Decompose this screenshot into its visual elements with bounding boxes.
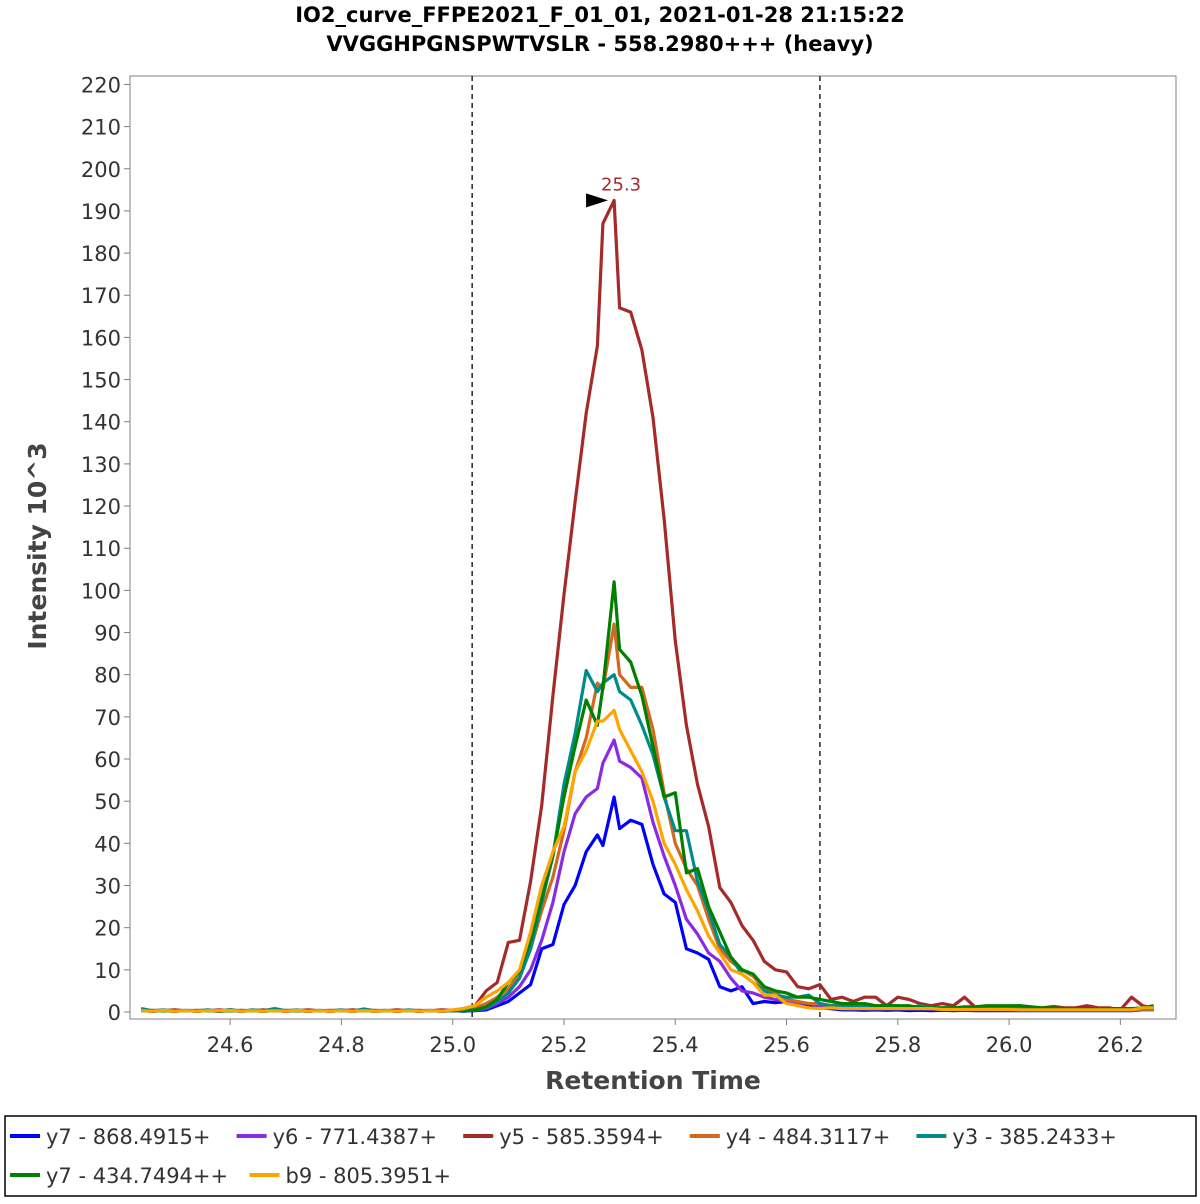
legend-label: y7 - 868.4915+ — [46, 1125, 211, 1149]
y-tick-label: 40 — [94, 832, 121, 856]
legend-label: b9 - 805.3951+ — [286, 1164, 451, 1188]
y-tick-label: 110 — [81, 537, 121, 561]
series-line — [141, 708, 1154, 1013]
y-tick-label: 70 — [94, 706, 121, 730]
integration-bounds — [471, 76, 821, 1019]
x-tick-label: 26.0 — [986, 1033, 1033, 1057]
y-tick-label: 190 — [81, 200, 121, 224]
x-tick-label: 25.0 — [429, 1033, 476, 1057]
y-axis-label: Intensity 10^3 — [23, 442, 52, 649]
series-lines — [140, 198, 1155, 1013]
y-tick-label: 200 — [81, 158, 121, 182]
x-tick-label: 25.8 — [874, 1033, 921, 1057]
y-tick-label: 50 — [94, 790, 121, 814]
chart-subtitle: VVGGHPGNSPWTVSLR - 558.2980+++ (heavy) — [326, 32, 873, 56]
y-tick-label: 150 — [81, 369, 121, 393]
y-tick-label: 10 — [94, 959, 121, 983]
legend-label: y4 - 484.3117+ — [726, 1125, 891, 1149]
y-tick-label: 80 — [94, 664, 121, 688]
legend-items: y7 - 868.4915+ y6 - 771.4387+ y5 - 585.359… — [10, 1125, 1117, 1188]
y-tick-label: 140 — [81, 411, 121, 435]
x-axis: 24.6 24.8 25.0 25.2 25.4 25.6 25.8 26.0 26.2 — [207, 1019, 1144, 1057]
y-tick-label: 160 — [81, 326, 121, 350]
y-tick-label: 210 — [81, 116, 121, 140]
y-tick-label: 120 — [81, 495, 121, 519]
y-tick-label: 170 — [81, 284, 121, 308]
plot-area — [129, 75, 1177, 1020]
legend-label: y5 - 585.3594+ — [499, 1125, 664, 1149]
peak-label: 25.3 — [601, 174, 641, 195]
x-tick-label: 24.6 — [207, 1033, 254, 1057]
y-tick-label: 0 — [108, 1001, 121, 1025]
x-tick-label: 25.2 — [541, 1033, 588, 1057]
y-tick-label: 20 — [94, 917, 121, 941]
legend — [4, 1115, 1197, 1197]
legend-label: y6 - 771.4387+ — [273, 1125, 438, 1149]
peak-annotation: 25.3 — [586, 174, 641, 208]
legend-label: y3 - 385.2433+ — [952, 1125, 1117, 1149]
y-tick-label: 100 — [81, 579, 121, 603]
x-tick-label: 25.4 — [652, 1033, 699, 1057]
x-axis-label: Retention Time — [545, 1066, 761, 1095]
y-tick-label: 180 — [81, 242, 121, 266]
peak-marker — [586, 193, 609, 208]
y-tick-label: 60 — [94, 748, 121, 772]
y-tick-label: 130 — [81, 453, 121, 477]
chart-title: IO2_curve_FFPE2021_F_01_01, 2021-01-28 2… — [295, 3, 905, 27]
y-tick-label: 220 — [81, 73, 121, 97]
x-tick-label: 24.8 — [318, 1033, 365, 1057]
y-tick-label: 90 — [94, 622, 121, 646]
x-tick-label: 25.6 — [763, 1033, 810, 1057]
y-axis: 0 10 20 30 40 50 60 70 80 90 100 110 120 130 140 150 160… — [81, 73, 130, 1025]
y-tick-label: 30 — [94, 875, 121, 899]
x-tick-label: 26.2 — [1097, 1033, 1144, 1057]
legend-label: y7 - 434.7494++ — [46, 1164, 228, 1188]
